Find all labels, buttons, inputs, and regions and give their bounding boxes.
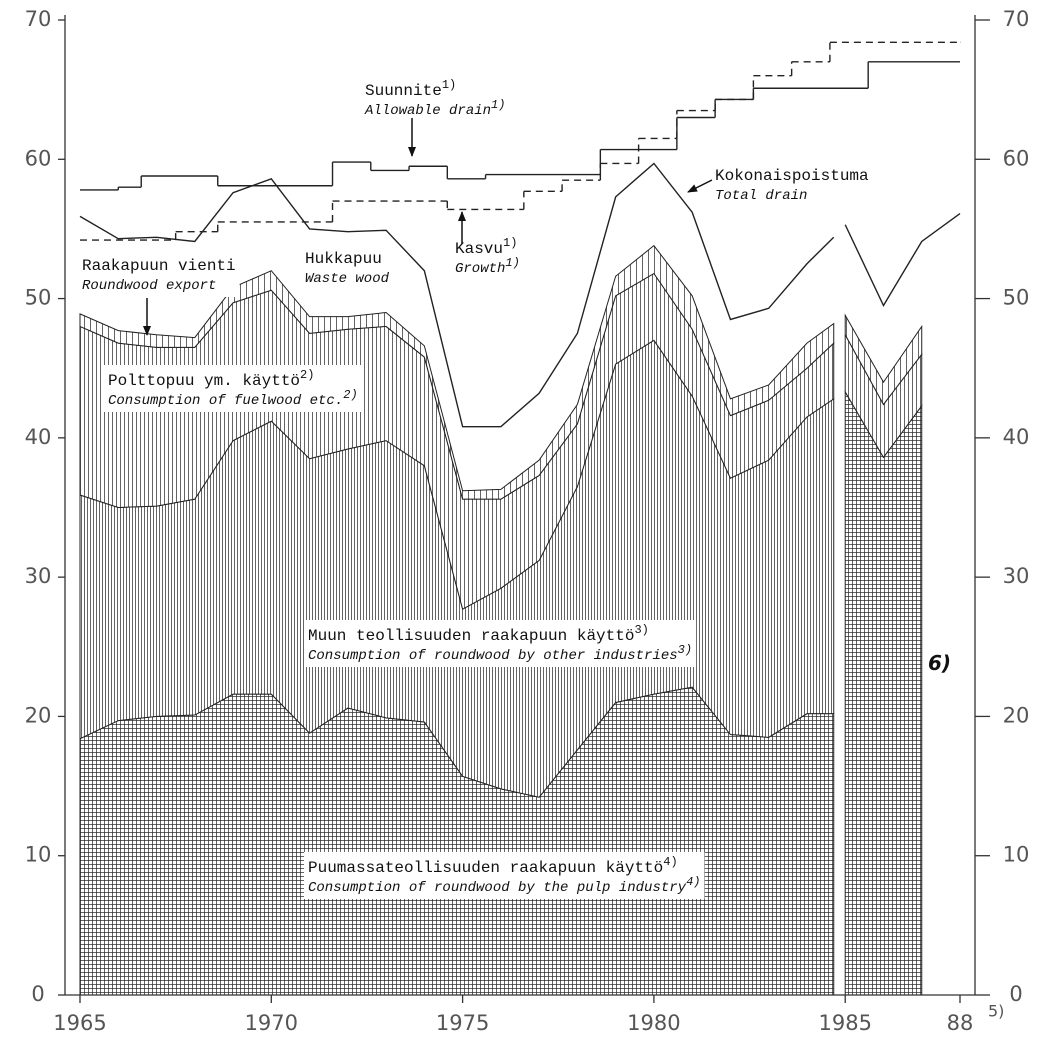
label-name: Suunnite — [365, 82, 442, 100]
label-text-en: Consumption of fuelwood etc.2) — [108, 388, 358, 409]
series-label: Muun teollisuuden raakapuun käyttö3)Cons… — [304, 620, 697, 667]
label-background — [304, 852, 705, 899]
y2-tick-label: 60 — [1003, 146, 1030, 170]
x-tick-label: 1985 — [818, 1011, 871, 1035]
y-tick-label: 50 — [25, 286, 52, 310]
label-background — [304, 620, 697, 667]
series-label: Kokonaispoistuma Total drain — [715, 167, 869, 204]
y2-tick-label: 20 — [1003, 703, 1030, 727]
label-name-en: Consumption of roundwood by the pulp ind… — [308, 880, 687, 896]
label-note: 4) — [663, 855, 677, 869]
plot-area — [79, 41, 961, 996]
label-note: 1) — [491, 98, 505, 112]
label-note: 4) — [686, 875, 700, 889]
label-text: Kokonaispoistuma — [715, 167, 869, 185]
y-tick-label: 0 — [31, 982, 44, 1006]
label-text-en: Consumption of roundwood by the pulp ind… — [308, 875, 700, 896]
y-tick-label: 30 — [25, 564, 52, 588]
x-tick-label: 88 — [947, 1011, 974, 1035]
label-name: Polttopuu ym. käyttö — [108, 372, 300, 390]
label-note: 1) — [503, 236, 517, 250]
label-name-en: Growth — [455, 261, 505, 277]
y2-tick-label: 40 — [1003, 425, 1030, 449]
label-name: Kasvu — [455, 240, 503, 258]
label-text: Muun teollisuuden raakapuun käyttö3) — [308, 623, 649, 645]
total-drain-line — [844, 213, 961, 308]
x-tick-label: 1965 — [53, 1011, 106, 1035]
stacked-area — [844, 313, 923, 406]
label-text-en: Roundwood export — [82, 278, 216, 294]
arrow — [687, 179, 713, 193]
stacked-area — [79, 244, 835, 500]
label-name-en: Roundwood export — [82, 278, 216, 294]
label-background — [78, 254, 240, 297]
series-label: Polttopuu ym. käyttö2)Consumption of fue… — [104, 365, 362, 412]
series-label: Puumassateollisuuden raakapuun käyttö4)C… — [304, 852, 705, 899]
series-label: Kasvu1)Growth1) — [455, 236, 520, 277]
y-tick-label: 20 — [25, 703, 52, 727]
label-name: Puumassateollisuuden raakapuun käyttö — [308, 859, 663, 877]
y2-tick-label: 10 — [1003, 843, 1030, 867]
label-text: Polttopuu ym. käyttö2) — [108, 368, 314, 390]
label-text: Raakapuun vienti — [82, 257, 236, 275]
label-text: Hukkapuu — [305, 250, 382, 268]
label-name-en: Waste wood — [305, 271, 390, 287]
label-text-en: Allowable drain1) — [364, 98, 505, 119]
y-tick-label: 10 — [25, 843, 52, 867]
label-name-en: Allowable drain — [364, 103, 491, 119]
series-label: Suunnite1)Allowable drain1) — [364, 78, 505, 119]
label-text-en: Waste wood — [305, 271, 390, 287]
label-text-en: Consumption of roundwood by other indust… — [308, 643, 692, 664]
label-note: 2) — [343, 388, 357, 402]
label-note: 1) — [505, 256, 519, 270]
label-note: 1) — [442, 78, 456, 92]
annotation: 6) — [928, 651, 951, 675]
x-tick-label: 1970 — [245, 1011, 298, 1035]
y2-tick-label: 70 — [1003, 7, 1030, 31]
label-name-en: Consumption of roundwood by other indust… — [308, 648, 678, 664]
label-name: Muun teollisuuden raakapuun käyttö — [308, 627, 634, 645]
label-text-en: Growth1) — [455, 256, 520, 277]
stacked-area — [844, 390, 923, 996]
y2-tick-label: 30 — [1003, 564, 1030, 588]
series-label: Raakapuun vienti Roundwood export — [78, 254, 240, 297]
x-tick-label: 1975 — [436, 1011, 489, 1035]
label-text: Kasvu1) — [455, 236, 517, 258]
label-text-en: Total drain — [715, 188, 807, 204]
y-tick-label: 60 — [25, 146, 52, 170]
y2-tick-label: 50 — [1003, 286, 1030, 310]
label-note: 3) — [678, 643, 692, 657]
label-name-en: Total drain — [715, 188, 807, 204]
label-note: 2) — [300, 368, 314, 382]
label-text: Puumassateollisuuden raakapuun käyttö4) — [308, 855, 678, 877]
x-tick-label: 1980 — [627, 1011, 680, 1035]
label-background — [104, 365, 362, 412]
x-tick-note: 5) — [988, 1002, 1004, 1021]
label-name: Raakapuun vienti — [82, 257, 236, 275]
label-name: Kokonaispoistuma — [715, 167, 869, 185]
y-tick-label: 40 — [25, 425, 52, 449]
series-label: Hukkapuu Waste wood — [305, 250, 390, 287]
label-name-en: Consumption of fuelwood etc. — [108, 393, 343, 409]
total-drain-line — [79, 162, 835, 428]
y2-tick-label: 0 — [1009, 982, 1022, 1006]
label-text: Suunnite1) — [365, 78, 456, 100]
label-note: 3) — [634, 623, 648, 637]
y-tick-label: 70 — [25, 7, 52, 31]
labels: Puumassateollisuuden raakapuun käyttö4)C… — [78, 78, 951, 899]
label-name: Hukkapuu — [305, 250, 382, 268]
